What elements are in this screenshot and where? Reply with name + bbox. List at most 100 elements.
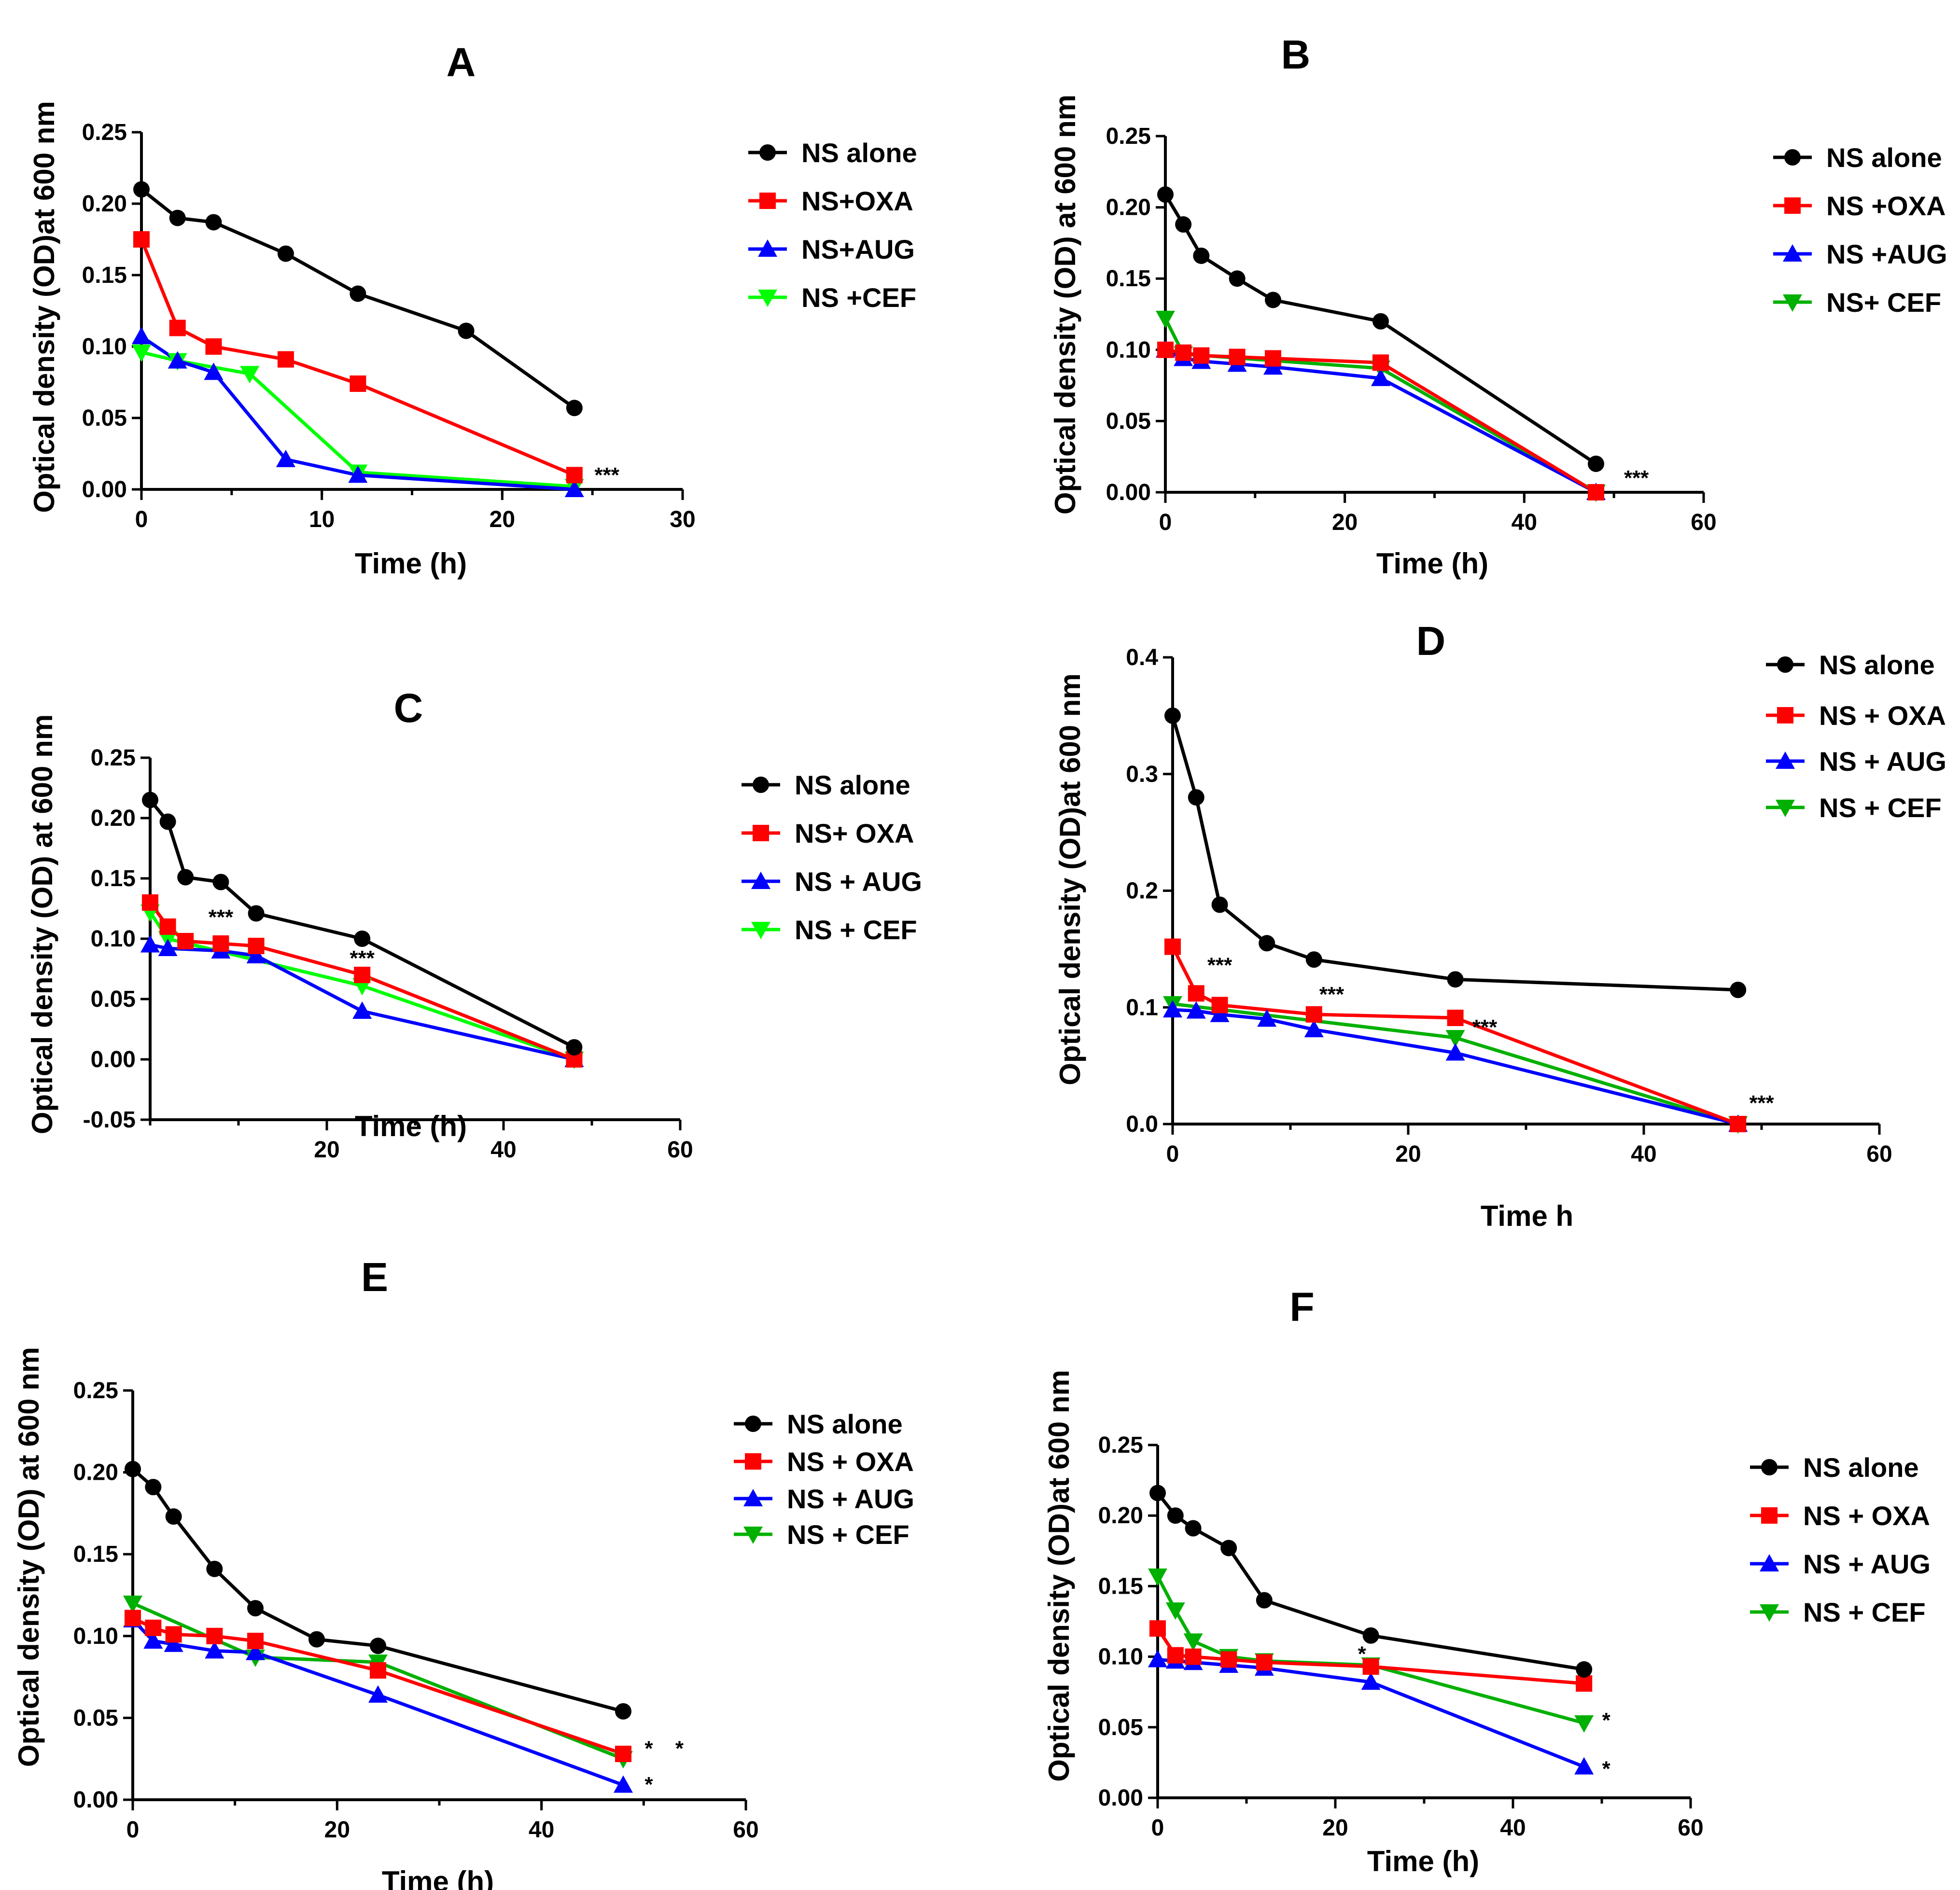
data-point [158,939,178,956]
data-point [1259,935,1275,952]
data-point [1157,186,1174,203]
data-point [1265,292,1281,308]
data-point [1149,1485,1166,1501]
legend-label: NS alone [1819,650,1935,680]
legend-label: NS +OXA [1826,191,1946,221]
y-tick-label: 0.2 [1126,878,1158,904]
data-point [1183,1633,1203,1651]
y-tick-label: 0.15 [82,263,127,288]
legend-marker [751,872,770,889]
data-point [1265,350,1281,367]
x-axis-label: Time (h) [355,547,467,580]
data-point [354,931,371,947]
legend-marker [1783,294,1802,312]
data-point [205,1641,224,1659]
chart-panel-f: F 0.00 0.05 0.10 0.15 0.20 0.25 0 20 40 60 Time (h)… [1043,1284,1931,1877]
data-point [248,905,265,922]
data-point [1175,216,1192,233]
data-point [1447,971,1464,988]
legend-marker [1777,656,1793,673]
y-tick-label: 0.15 [1106,266,1151,292]
series-line-4 [132,1601,624,1761]
legend-label: NS + OXA [1803,1501,1930,1531]
y-tick-label: 0.10 [82,334,127,360]
significance-label: * [1358,1642,1367,1666]
x-tick-label: 40 [1631,1141,1656,1167]
data-point [1576,1661,1593,1678]
data-point [1167,1647,1184,1664]
significance-label: * [644,1773,653,1796]
y-tick-label: 0.4 [1126,645,1158,670]
data-point [204,362,224,380]
data-point [1305,1006,1322,1023]
series-line-1 [1171,715,1738,992]
data-point [1156,310,1175,328]
chart-title: E [361,1254,388,1300]
data-point [1185,1520,1202,1537]
x-tick-label: 60 [1866,1141,1892,1167]
data-point [1588,484,1604,500]
data-point [177,869,194,886]
data-point [1186,1001,1206,1019]
data-point [1730,981,1747,998]
legend-label: NS+ CEF [1826,287,1941,318]
data-point [1445,1043,1465,1061]
data-point [164,1634,183,1652]
legend-marker [745,1416,761,1432]
x-tick-label: 30 [670,507,695,532]
data-point [1304,1020,1324,1038]
y-tick-label: 0.00 [1098,1785,1143,1811]
legend-label: NS+ OXA [795,818,914,848]
data-point [125,1610,141,1626]
legend-label: NS + CEF [1819,792,1942,823]
legend-marker [1783,244,1802,262]
data-point [1220,1651,1237,1668]
data-point [206,1627,223,1644]
data-point [354,967,371,983]
legend-marker [758,290,777,307]
data-point [142,792,158,808]
data-point [350,375,366,392]
chart-title: B [1281,32,1311,77]
chart-panel-d: D 0.0 0.1 0.2 0.3 0.4 0 20 40 60 Time h Optical den… [1054,618,1946,1232]
y-tick-label: 0.20 [73,1460,118,1486]
chart-panel-a: A 0.00 0.05 0.10 0.15 0.20 0.25 0 10 20 30 Time (h)… [28,40,917,580]
y-tick-label: -0.05 [83,1107,136,1133]
data-point [350,285,366,302]
x-tick-label: 20 [490,507,515,532]
legend-marker [759,193,776,209]
legend-marker [753,825,769,841]
y-tick-label: 0.05 [73,1705,118,1731]
y-tick-label: 0.20 [91,806,136,831]
legend-label: NS+OXA [801,186,913,216]
y-tick-label: 0.05 [1098,1715,1143,1740]
chart-panel-e: E 0.00 0.05 0.10 0.15 0.20 0.25 0 20 40 60 Time (h)… [13,1254,914,1890]
y-tick-label: 0.25 [91,745,136,771]
significance-label: *** [1749,1091,1774,1115]
significance-label: *** [350,946,375,970]
y-tick-label: 0.20 [1098,1503,1143,1529]
data-point [1164,707,1181,724]
data-point [240,366,260,384]
significance-label: *** [1624,466,1649,490]
data-point [1210,1004,1230,1022]
y-tick-label: 0.10 [91,926,136,952]
data-point [212,874,229,890]
data-point [276,449,295,467]
data-point [1163,1000,1182,1018]
x-tick-label: 0 [1166,1141,1179,1167]
data-point [248,938,265,954]
significance-label: *** [209,905,234,929]
data-point [143,1631,163,1649]
data-point [140,935,160,953]
data-point [145,1479,162,1496]
data-point [1175,344,1192,361]
data-point [123,1595,142,1613]
significance-label: *** [1207,954,1232,977]
legend-marker [1761,1507,1778,1524]
y-tick-label: 0.15 [73,1542,118,1567]
significance-label: * [675,1737,684,1760]
x-tick-label: 20 [1322,1815,1348,1841]
legend-label: NS + AUG [1819,746,1946,777]
data-point [1362,1627,1379,1644]
